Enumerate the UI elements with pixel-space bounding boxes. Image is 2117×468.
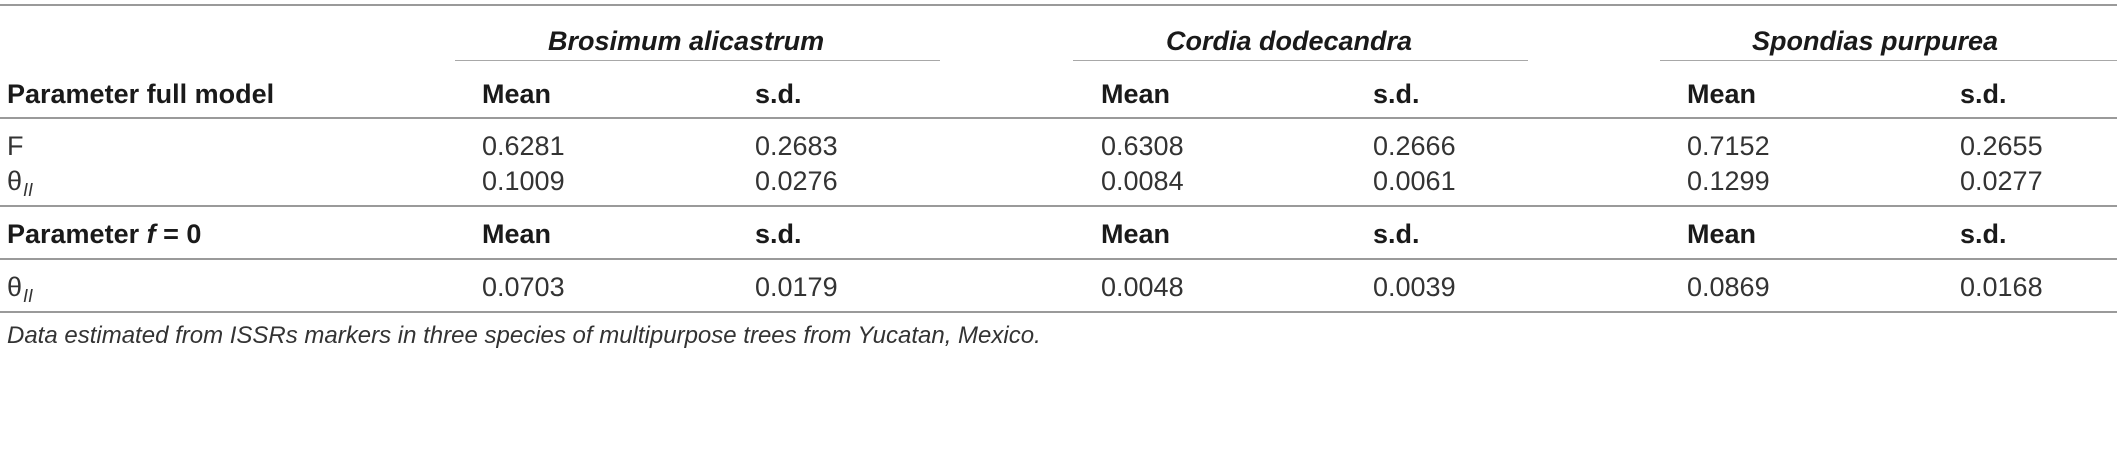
theta-symbol: θ: [7, 166, 23, 196]
table-bottom-rule: [0, 311, 2117, 313]
section2-label-suffix: = 0: [155, 219, 202, 249]
column-header-sd: s.d.: [755, 79, 802, 109]
column-header-mean: Mean: [1687, 79, 1757, 109]
table-top-rule: [0, 4, 2117, 6]
column-header-mean: Mean: [482, 79, 552, 109]
cell-value: 0.2683: [755, 131, 838, 161]
cell-value: 0.1009: [482, 166, 565, 196]
section1-label: Parameter full model: [7, 79, 275, 109]
column-header-mean: Mean: [482, 219, 552, 249]
species-header-brosimum: Brosimum alicastrum: [548, 26, 825, 56]
species-underline-cordia: [1073, 60, 1528, 61]
column-header-mean: Mean: [1101, 79, 1171, 109]
species-header-spondias: Spondias purpurea: [1752, 26, 1999, 56]
header-bottom-rule: [0, 117, 2117, 119]
theta-subscript: II: [23, 180, 34, 200]
row-label-f: F: [7, 131, 24, 161]
row-label-theta-ii: θII: [7, 272, 33, 306]
cell-value: 0.0048: [1101, 272, 1184, 302]
cell-value: 0.7152: [1687, 131, 1770, 161]
theta-symbol: θ: [7, 272, 23, 302]
cell-value: 0.2655: [1960, 131, 2043, 161]
column-header-sd: s.d.: [1960, 79, 2007, 109]
section2-label: Parameter f = 0: [7, 221, 201, 248]
column-header-sd: s.d.: [1960, 219, 2007, 249]
section2-header-rule: [0, 258, 2117, 260]
theta-subscript: II: [23, 286, 34, 306]
cell-value: 0.0179: [755, 272, 838, 302]
cell-value: 0.0084: [1101, 166, 1184, 196]
cell-value: 0.1299: [1687, 166, 1770, 196]
cell-value: 0.6308: [1101, 131, 1184, 161]
cell-value: 0.0276: [755, 166, 838, 196]
section-divider-rule: [0, 205, 2117, 207]
cell-value: 0.0168: [1960, 272, 2043, 302]
cell-value: 0.0703: [482, 272, 565, 302]
species-underline-brosimum: [455, 60, 940, 61]
cell-value: 0.0039: [1373, 272, 1456, 302]
species-header-cordia: Cordia dodecandra: [1166, 26, 1413, 56]
row-label-theta-ii: θII: [7, 166, 33, 200]
table-footnote: Data estimated from ISSRs markers in thr…: [7, 322, 1041, 349]
cell-value: 0.0061: [1373, 166, 1456, 196]
section2-label-prefix: Parameter: [7, 219, 147, 249]
column-header-mean: Mean: [1101, 219, 1171, 249]
cell-value: 0.6281: [482, 131, 565, 161]
cell-value: 0.0869: [1687, 272, 1770, 302]
section2-label-variable: f: [146, 219, 156, 249]
column-header-sd: s.d.: [755, 219, 802, 249]
column-header-sd: s.d.: [1373, 79, 1420, 109]
cell-value: 0.0277: [1960, 166, 2043, 196]
species-underline-spondias: [1660, 60, 2117, 61]
column-header-sd: s.d.: [1373, 219, 1420, 249]
cell-value: 0.2666: [1373, 131, 1456, 161]
column-header-mean: Mean: [1687, 219, 1757, 249]
